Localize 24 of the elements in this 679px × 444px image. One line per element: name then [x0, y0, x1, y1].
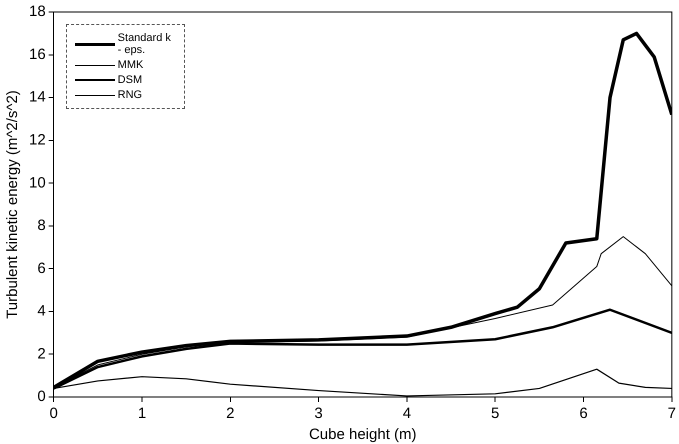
x-tick-label: 6: [579, 405, 588, 422]
x-tick-label: 7: [668, 405, 676, 422]
y-tick-label: 12: [28, 131, 46, 148]
legend-label: DSM: [118, 74, 144, 86]
legend-label: Standard k - eps.: [118, 32, 172, 56]
y-tick-label: 8: [37, 217, 46, 234]
x-tick-label: 2: [226, 405, 234, 422]
legend-label: MMK: [118, 59, 144, 71]
y-tick-label: 18: [28, 3, 46, 20]
y-tick-label: 14: [28, 88, 46, 106]
x-axis-title: Cube height (m): [308, 426, 417, 444]
y-axis-title: Turbulent kinetic energy (m^2/s^2): [4, 90, 22, 319]
y-tick-label: 16: [28, 46, 46, 63]
y-tick-label: 4: [37, 302, 46, 320]
x-tick-label: 1: [138, 405, 146, 422]
x-tick-label: 4: [402, 405, 412, 422]
legend-label: RNG: [118, 89, 144, 101]
x-tick-label: 3: [314, 405, 323, 422]
x-tick-label: 0: [50, 405, 58, 422]
y-tick-label: 10: [28, 174, 46, 192]
y-tick-label: 0: [37, 388, 46, 406]
y-tick-label: 2: [37, 345, 46, 362]
y-tick-label: 6: [37, 260, 46, 277]
x-tick-label: 5: [491, 405, 500, 422]
